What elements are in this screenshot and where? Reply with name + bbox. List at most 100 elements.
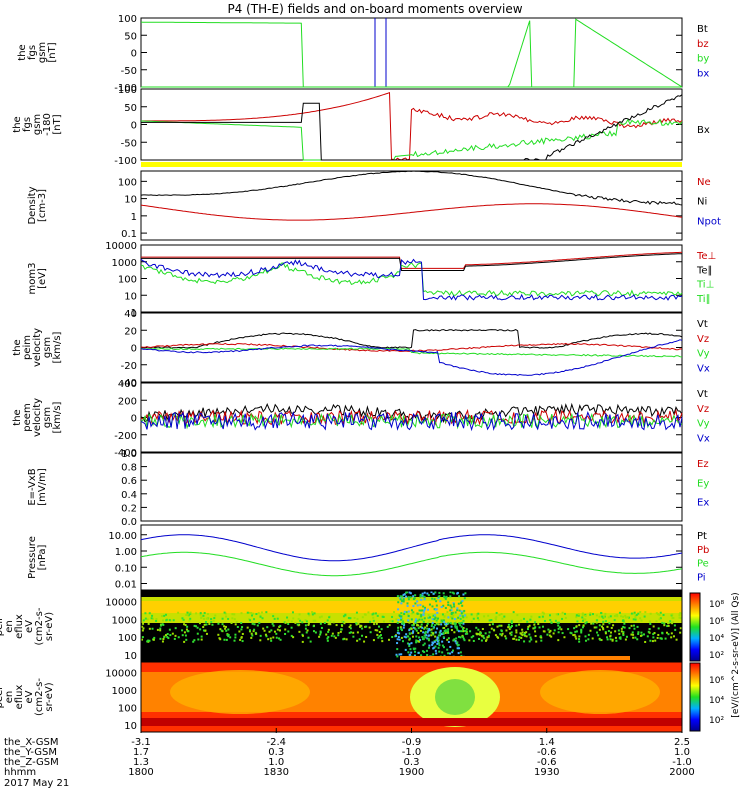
heatmap-speck (679, 612, 682, 615)
xaxis-value: 1830 (264, 767, 289, 778)
heatmap-speck (415, 640, 418, 643)
heatmap-speck (525, 631, 528, 634)
heatmap-speck (410, 618, 413, 621)
heatmap-speck (423, 608, 426, 611)
heatmap-speck (667, 624, 670, 627)
heatmap-speck (436, 638, 439, 641)
heatmap-speck (598, 628, 601, 631)
heatmap-speck (558, 626, 561, 629)
heatmap-speck (225, 638, 228, 641)
xaxis-row-label: the_Z-GSM (4, 757, 59, 768)
heatmap-speck (425, 624, 428, 627)
heatmap-speck (233, 639, 236, 642)
panel-frame-fgs (140, 17, 683, 88)
heatmap-speck (320, 615, 323, 618)
ylabel-line: eflux (14, 685, 25, 710)
heatmap-speck (461, 604, 464, 607)
series-vy (140, 412, 683, 430)
heatmap-speck (456, 641, 459, 644)
heatmap-speck (584, 618, 587, 621)
heatmap-speck (433, 646, 436, 649)
heatmap-speck (144, 617, 147, 620)
heatmap-speck (225, 629, 228, 632)
heatmap-speck (421, 636, 424, 639)
heatmap-speck (561, 611, 564, 614)
heatmap-speck (415, 618, 418, 621)
ytick-label: 0.10 (115, 563, 137, 574)
heatmap-speck (397, 608, 400, 611)
heatmap-speck (541, 611, 544, 614)
heatmap-speck (500, 624, 503, 627)
heatmap-speck (343, 622, 346, 625)
heatmap-speck (541, 625, 544, 628)
heatmap-speck (476, 617, 479, 620)
ytick-label: 50 (124, 31, 137, 42)
ytick-label: 0.01 (115, 580, 137, 591)
heatmap-speck (647, 630, 650, 633)
heatmap-speck (447, 631, 450, 634)
heatmap-speck (224, 627, 227, 630)
heatmap-speck (286, 616, 289, 619)
heatmap-speck (365, 625, 368, 628)
heatmap-speck (422, 620, 425, 623)
heatmap-speck (181, 617, 184, 620)
heatmap-speck (404, 648, 407, 651)
heatmap-speck (679, 631, 682, 634)
heatmap-speck (668, 621, 671, 624)
heatmap-speck (447, 640, 450, 643)
heatmap-speck (412, 631, 415, 634)
ytick-label: 0 (131, 49, 137, 60)
heatmap-speck (658, 618, 661, 621)
heatmap-speck (396, 595, 399, 598)
xaxis-value: 2.5 (674, 737, 690, 748)
heatmap-speck (457, 630, 460, 633)
heatmap-speck (406, 613, 409, 616)
series-by (140, 21, 682, 88)
heatmap-speck (218, 637, 221, 640)
heatmap-speck (447, 616, 450, 619)
heatmap-speck (418, 618, 421, 621)
heatmap-speck (420, 654, 423, 657)
heatmap-speck (671, 622, 674, 625)
heatmap-speck (340, 628, 343, 631)
heatmap-speck (430, 628, 433, 631)
ytick-label: -400 (114, 448, 137, 459)
heatmap-speck (532, 627, 535, 630)
chart-title: P4 (TH-E) fields and on-board moments ov… (227, 2, 523, 16)
heatmap-speck (376, 614, 379, 617)
heatmap-speck (377, 636, 380, 639)
heatmap-speck (456, 609, 459, 612)
heatmap-speck (146, 618, 149, 621)
heatmap-speck (456, 647, 459, 650)
heatmap-speck (655, 612, 658, 615)
ytick-label: 200 (118, 396, 137, 407)
heatmap-speck (271, 622, 274, 625)
heatmap-speck (512, 611, 515, 614)
heatmap-speck (477, 633, 480, 636)
heatmap-speck (430, 631, 433, 634)
heatmap-speck (399, 615, 402, 618)
heatmap-speck (581, 626, 584, 629)
xaxis-value: 1.0 (674, 747, 690, 758)
heatmap-speck (643, 615, 646, 618)
heatmap-speck (208, 623, 211, 626)
ytick-label: 0.1 (121, 229, 137, 240)
heatmap-speck (612, 624, 615, 627)
heatmap-speck (518, 620, 521, 623)
heatmap-speck (662, 614, 665, 617)
heatmap-speck (309, 640, 312, 643)
heatmap-speck (155, 619, 158, 622)
heatmap-speck (485, 638, 488, 641)
heatmap-speck (403, 622, 406, 625)
ylabel-line: [nT] (47, 42, 58, 62)
heatmap-speck (165, 618, 168, 621)
heatmap-speck (515, 638, 518, 641)
heatmap-speck (543, 619, 546, 622)
heatmap-speck (405, 591, 408, 594)
series-by-2 (141, 18, 683, 88)
heatmap-speck (152, 617, 155, 620)
heatmap-speck (610, 626, 613, 629)
heatmap-speck (172, 619, 175, 622)
heatmap-speck (498, 614, 501, 617)
heatmap-speck (426, 631, 429, 634)
